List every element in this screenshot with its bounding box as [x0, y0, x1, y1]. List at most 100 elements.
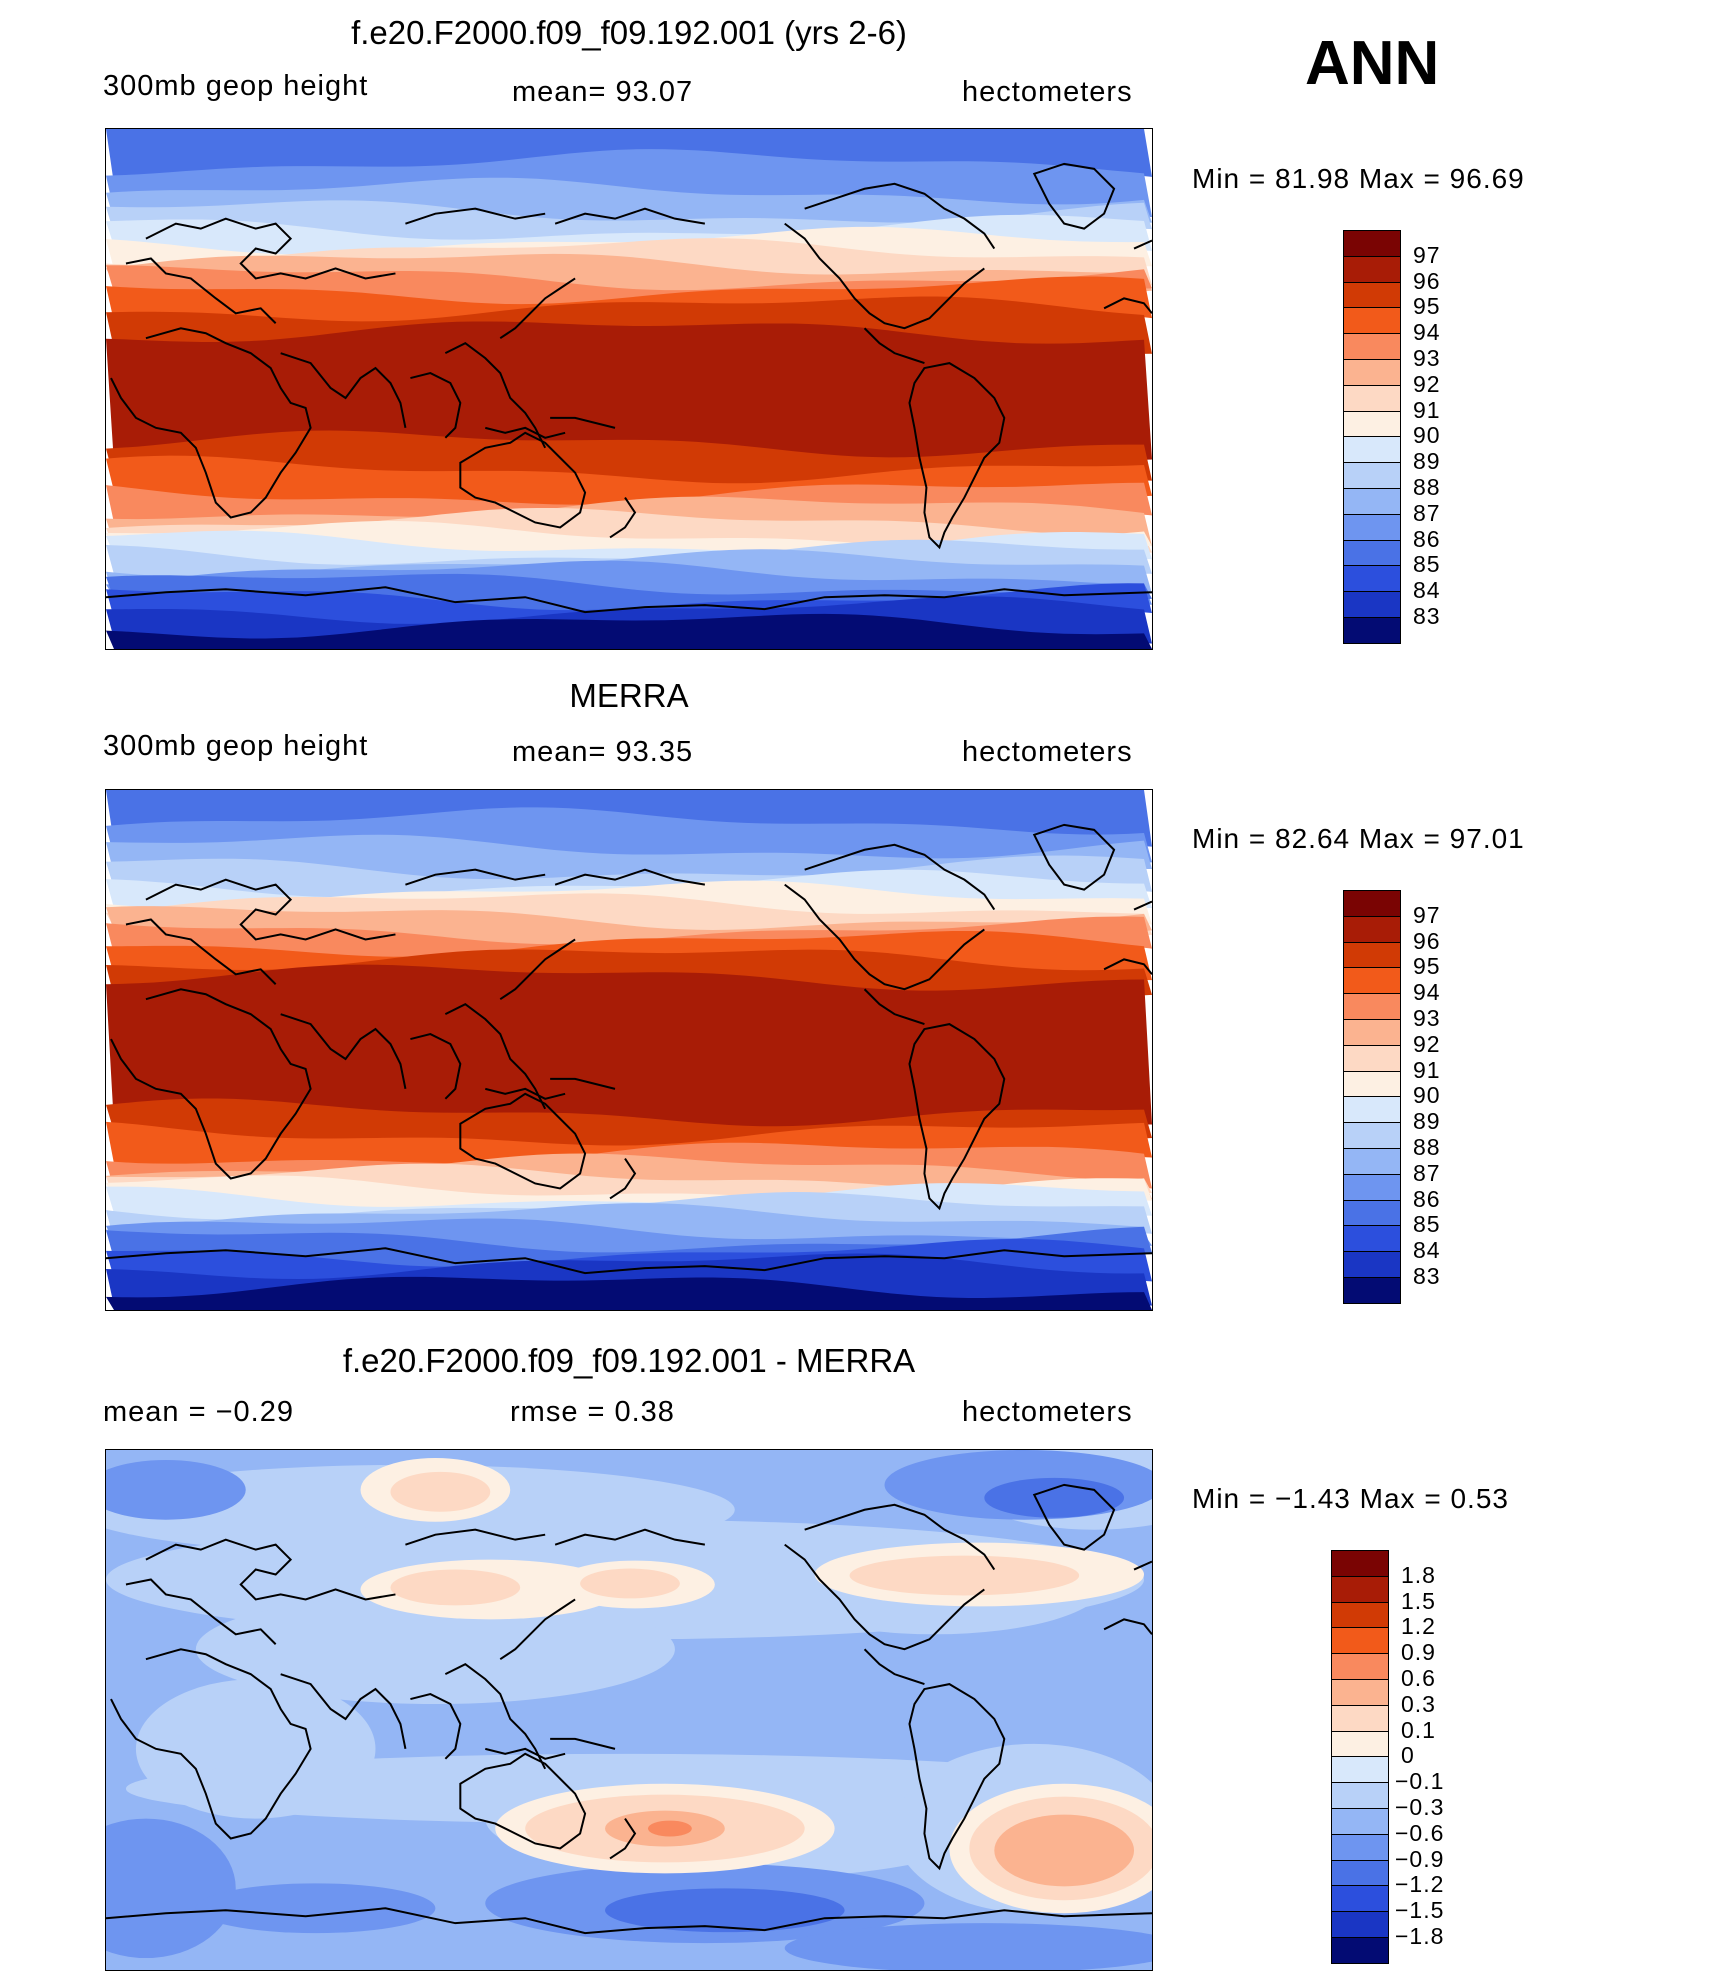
colorbar-swatch	[1343, 941, 1401, 969]
colorbar-swatch	[1343, 1070, 1401, 1098]
panel3-coastlines	[106, 1483, 1152, 1935]
colorbar-swatch	[1331, 1575, 1389, 1603]
colorbar-swatch	[1331, 1937, 1389, 1964]
panel3-map	[105, 1449, 1153, 1971]
diff-contour	[195, 1883, 436, 1934]
coastline	[1103, 297, 1152, 314]
colorbar-swatch	[1343, 1225, 1401, 1253]
contour-band	[106, 177, 1152, 237]
colorbar-level-label: −0.6	[1395, 1819, 1445, 1846]
colorbar-level-label: −0.9	[1395, 1845, 1445, 1872]
coastline	[410, 1033, 462, 1100]
colorbar-swatch	[1331, 1730, 1389, 1758]
colorbar-level-label: 91	[1413, 396, 1441, 423]
diff-contour	[106, 1818, 236, 1959]
panel1-units-label: hectometers	[962, 76, 1133, 108]
panel2-coastlines	[106, 823, 1152, 1275]
colorbar-level-label: 83	[1413, 1263, 1441, 1289]
coastline	[106, 1247, 1152, 1275]
colorbar-swatch	[1343, 565, 1401, 593]
coastline	[804, 843, 996, 911]
colorbar-level-label: 96	[1413, 267, 1441, 294]
coastline	[459, 1752, 587, 1850]
diff-contour	[994, 1814, 1135, 1887]
colorbar-swatch	[1343, 1173, 1401, 1201]
colorbar-swatch	[1331, 1756, 1389, 1784]
coastline	[280, 1013, 407, 1090]
coastline	[863, 327, 925, 365]
panel3-field	[106, 1450, 1152, 1970]
colorbar-swatch	[1331, 1653, 1389, 1680]
colorbar-level-label: 94	[1413, 979, 1441, 1006]
colorbar-level-label: 0.9	[1401, 1639, 1436, 1666]
colorbar-level-label: 96	[1413, 927, 1441, 954]
panel2-title: MERRA	[569, 677, 689, 714]
colorbar-level-label: 89	[1413, 1108, 1441, 1135]
coastline	[1032, 162, 1116, 230]
colorbar-swatch	[1343, 307, 1401, 335]
colorbar-swatch	[1343, 333, 1401, 360]
colorbar-level-label: 84	[1413, 1237, 1441, 1264]
coastline	[125, 257, 277, 324]
contour-band	[106, 1276, 1152, 1310]
colorbar-swatch	[1343, 1122, 1401, 1149]
diff-contour	[390, 1569, 521, 1606]
colorbar-level-label: 93	[1413, 1005, 1441, 1031]
panel1-map	[105, 128, 1153, 650]
colorbar-swatch	[1343, 539, 1401, 567]
colorbar-swatch	[1331, 1859, 1389, 1887]
colorbar-level-label: 85	[1413, 551, 1441, 578]
colorbar-level-label: 95	[1413, 293, 1441, 320]
coastline	[908, 1683, 1006, 1871]
diff-contour	[605, 1888, 845, 1933]
colorbar-level-label: 92	[1413, 370, 1441, 397]
coastline	[280, 352, 407, 429]
coastline	[106, 586, 1152, 614]
colorbar-level-label: 0.3	[1401, 1690, 1436, 1717]
coastline	[106, 1907, 1152, 1935]
coastline	[499, 1598, 576, 1661]
colorbar-level-label: −1.8	[1395, 1923, 1445, 1949]
coastline	[784, 222, 985, 330]
coastline	[110, 327, 312, 519]
coastline	[554, 207, 706, 225]
colorbar-level-label: 97	[1413, 241, 1441, 268]
contour-band	[106, 807, 1152, 872]
panel2-field	[106, 790, 1152, 1310]
diff-contour	[849, 1555, 1080, 1596]
coastline	[444, 1663, 547, 1770]
coastline	[863, 988, 925, 1026]
coastline	[1032, 1483, 1116, 1551]
colorbar-swatch	[1331, 1911, 1389, 1938]
colorbar-level-label: 84	[1413, 577, 1441, 604]
coastline	[405, 207, 546, 225]
colorbar-level-label: 87	[1413, 499, 1441, 526]
colorbar-level-label: 95	[1413, 953, 1441, 980]
coastline	[499, 938, 576, 1001]
coastline	[550, 1077, 616, 1090]
colorbar-level-label: −1.2	[1395, 1871, 1445, 1898]
coastline	[485, 426, 566, 439]
colorbar-swatch	[1343, 591, 1401, 618]
coastline	[1133, 239, 1152, 250]
coastline	[1103, 1618, 1152, 1635]
coastline	[1133, 900, 1152, 911]
colorbar-level-label: 86	[1413, 1185, 1441, 1212]
colorbar-swatch	[1343, 1251, 1401, 1278]
coastline	[145, 1538, 396, 1601]
colorbar-swatch	[1343, 488, 1401, 515]
coastline	[1103, 958, 1152, 975]
coastline	[784, 883, 985, 991]
colorbar-level-label: −0.3	[1395, 1794, 1445, 1820]
coastline	[410, 1693, 462, 1760]
panel2-mean-label: mean= 93.35	[512, 736, 694, 768]
colorbar-swatch	[1343, 1277, 1401, 1304]
colorbar-level-label: −1.5	[1395, 1897, 1445, 1924]
panel1-bands	[106, 129, 1152, 649]
coastline	[804, 1503, 996, 1571]
panel2-map	[105, 789, 1153, 1311]
coastline	[554, 868, 706, 886]
panel3-rmse-label: rmse = 0.38	[510, 1396, 675, 1428]
colorbar-level-label: 89	[1413, 448, 1441, 475]
coastline	[410, 372, 462, 439]
